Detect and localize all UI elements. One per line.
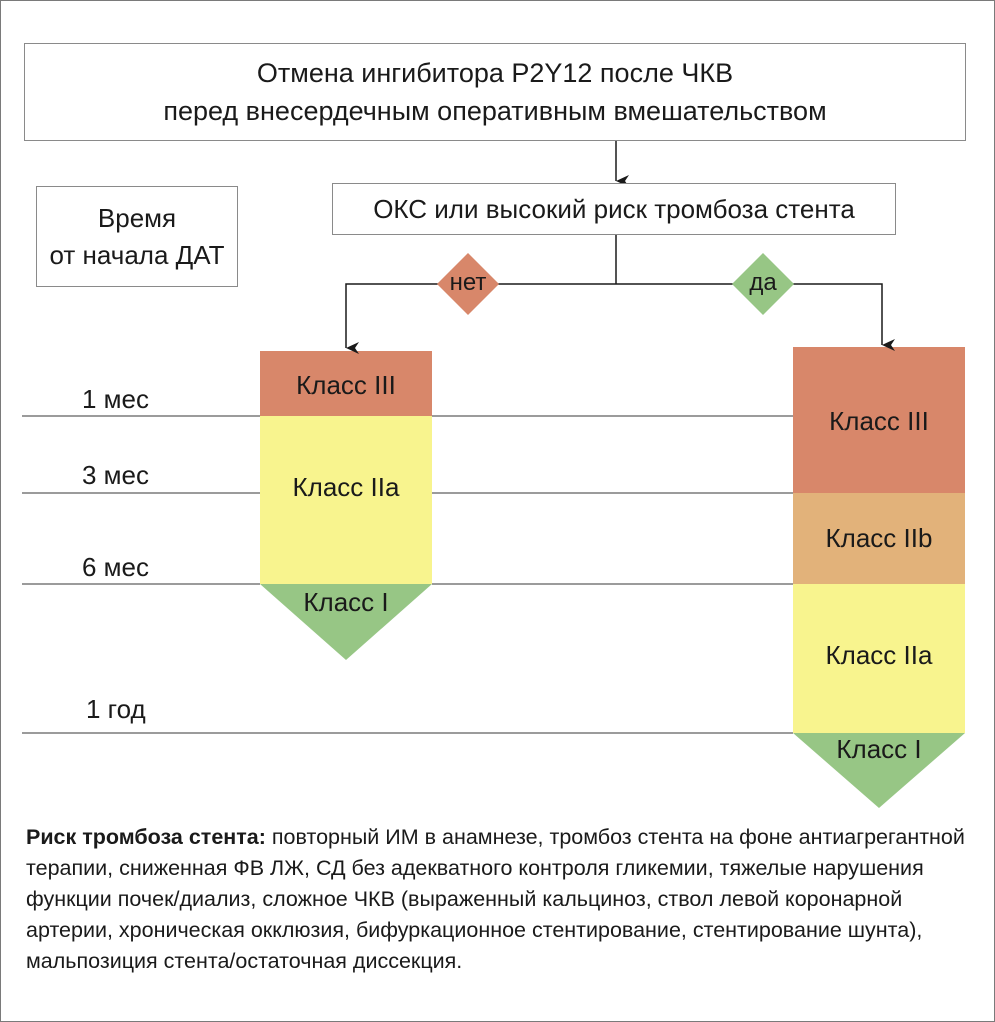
right-class-IIb-label: Класс IIb	[825, 523, 933, 553]
yes-diamond	[732, 253, 794, 315]
right-class-I-label: Класс I	[836, 734, 922, 764]
footnote: Риск тромбоза стента: повторный ИМ в ана…	[26, 822, 976, 977]
yes-branch-label: да	[749, 269, 777, 296]
time-legend-line-2: от начала ДАТ	[49, 239, 225, 270]
left-class-III-label: Класс III	[296, 370, 396, 400]
timeline-label-6-month: 6 мес	[82, 552, 150, 582]
time-legend-box: Время от начала ДАТ	[36, 186, 238, 287]
right-class-IIb-block	[793, 493, 965, 584]
no-branch-connector	[345, 283, 616, 354]
left-class-I-block	[260, 584, 432, 660]
timeline-label-1-month: 1 мес	[82, 384, 150, 414]
yes-branch-connector	[616, 283, 895, 351]
right-class-III-block	[793, 347, 965, 493]
left-class-I-label: Класс I	[303, 587, 389, 617]
time-legend-line-1: Время	[97, 202, 177, 233]
left-class-IIa-label: Класс IIa	[292, 472, 400, 502]
right-class-I-block	[793, 733, 965, 808]
timeline-label-1-year: 1 год	[86, 694, 146, 724]
timeline-label-3-month: 3 мес	[82, 460, 150, 490]
footnote-heading: Риск тромбоза стента:	[26, 825, 266, 849]
right-class-III-label: Класс III	[829, 406, 929, 436]
footnote-text: повторный ИМ в анамнезе, тромбоз стента …	[26, 825, 965, 973]
question-text: ОКС или высокий риск тромбоза стента	[373, 193, 855, 224]
right-class-IIa-label: Класс IIa	[825, 640, 933, 670]
title-line-2: перед внесердечным оперативным вмешатель…	[163, 96, 827, 126]
no-branch-label: нет	[449, 269, 487, 296]
title-box: Отмена ингибитора P2Y12 после ЧКВ перед …	[24, 43, 966, 141]
left-class-IIa-block	[260, 416, 432, 584]
question-box: ОКС или высокий риск тромбоза стента	[332, 183, 896, 235]
right-class-IIa-block	[793, 584, 965, 733]
left-class-III-block	[260, 351, 432, 416]
no-diamond	[437, 253, 499, 315]
title-line-1: Отмена ингибитора P2Y12 после ЧКВ	[256, 58, 734, 88]
